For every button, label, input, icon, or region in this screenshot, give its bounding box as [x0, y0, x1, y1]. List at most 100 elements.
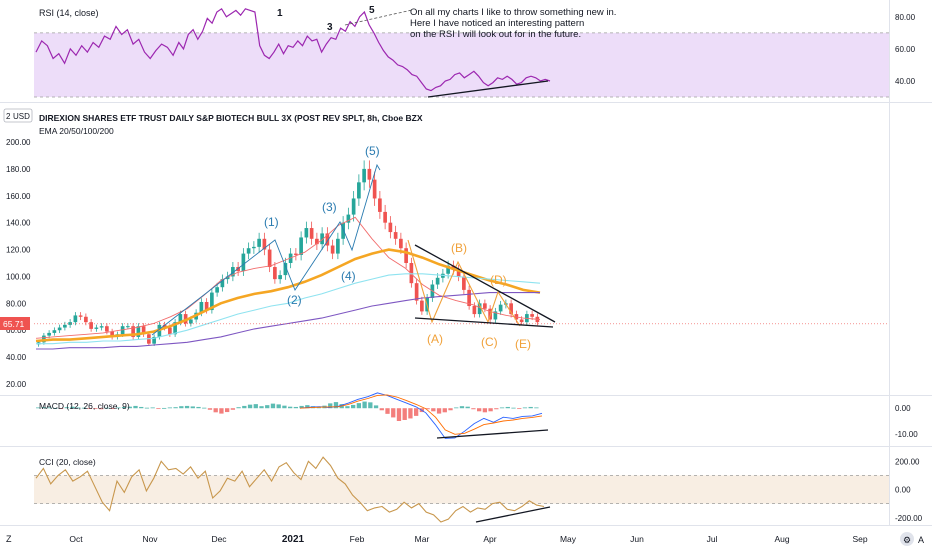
macd-histogram	[36, 401, 539, 421]
macd-histogram-bar	[139, 406, 144, 409]
wave-label-4: (4)	[341, 269, 356, 283]
macd-histogram-bar	[379, 408, 384, 411]
price-pane: 2 USD DIREXION SHARES ETF TRUST DAILY S&…	[0, 108, 889, 389]
macd-histogram-bar	[442, 408, 447, 413]
macd-histogram-bar	[465, 406, 470, 409]
candle-body	[367, 168, 372, 180]
candle-body	[42, 335, 46, 343]
candle-body	[99, 326, 104, 328]
macd-histogram-bar	[436, 408, 442, 414]
triangle-upper-trendline[interactable]	[414, 244, 556, 323]
candle-body	[236, 267, 240, 272]
macd-histogram-bar	[362, 401, 367, 409]
candlestick-series	[36, 160, 540, 347]
macd-histogram-bar	[402, 408, 407, 420]
candle-body	[351, 198, 356, 215]
candle-body	[399, 238, 403, 249]
macd-histogram-bar	[454, 407, 459, 409]
rsi-pane: RSI (14, close) 80.00 60.00 40.00 1 3 5 On…	[34, 5, 916, 98]
zoom-reset-button[interactable]	[4, 532, 16, 544]
macd-histogram-bar	[64, 407, 69, 409]
macd-histogram-bar	[116, 407, 121, 409]
time-axis-label: Aug	[774, 534, 789, 544]
candle-body	[168, 327, 172, 335]
macd-tick-label: -10.00	[895, 430, 918, 439]
cci-band	[34, 475, 889, 504]
currency-prefix: 2	[6, 112, 11, 121]
cci-tick-label: 0.00	[895, 486, 911, 495]
time-axis[interactable]: Oct Nov Dec 2021 Feb Mar Apr May Jun Jul Aug Sep	[69, 534, 867, 545]
macd-histogram-bar	[36, 407, 41, 409]
annotation-line-2: Here I have noticed an interesting patte…	[410, 18, 584, 29]
macd-histogram-bar	[99, 408, 104, 410]
candle-body	[278, 275, 282, 280]
macd-histogram-bar	[345, 406, 350, 409]
ema-line	[35, 248, 541, 343]
rsi-trendline[interactable]	[427, 80, 549, 98]
rsi-tick-label: 40.00	[895, 77, 916, 86]
price-tag-value: 65.71	[3, 319, 25, 329]
triangle-lower-trendline[interactable]	[414, 317, 554, 328]
candle-body	[52, 330, 57, 333]
rsi-pointer-line	[344, 9, 413, 26]
time-axis-label: Jul	[707, 534, 718, 544]
ema-line	[35, 216, 541, 339]
macd-histogram-bar	[494, 408, 499, 410]
macd-histogram-bar	[396, 408, 402, 421]
annotation-line-1: On all my charts I like to throw somethi…	[410, 7, 616, 18]
auto-scale-button[interactable]: A	[918, 535, 924, 545]
macd-histogram-bar	[162, 407, 167, 409]
candle-body	[357, 182, 361, 199]
wave-label-e: (E)	[515, 337, 531, 351]
macd-histogram-bar	[351, 404, 356, 409]
macd-histogram-bar	[70, 406, 75, 409]
candle-body	[57, 327, 62, 331]
candle-body	[94, 327, 99, 329]
candle-body	[241, 253, 246, 272]
candle-body	[267, 249, 272, 268]
macd-histogram-bar	[167, 407, 173, 409]
macd-histogram-bar	[53, 407, 58, 409]
macd-histogram-bar	[173, 407, 178, 409]
candle-body	[341, 222, 345, 239]
price-tick-label: 200.00	[6, 138, 31, 147]
cci-trendline[interactable]	[475, 506, 551, 523]
candle-body	[131, 326, 135, 337]
macd-histogram-bar	[127, 406, 132, 409]
macd-histogram-bar	[448, 408, 453, 411]
macd-histogram-bar	[81, 407, 87, 409]
candle-body	[283, 263, 288, 276]
candle-body	[362, 168, 366, 183]
macd-histogram-bar	[276, 404, 281, 409]
time-axis-label: Apr	[483, 534, 496, 544]
macd-histogram-bar	[225, 408, 230, 413]
macd-histogram-bar	[505, 406, 510, 409]
macd-histogram-bar	[482, 408, 488, 413]
settings-button[interactable]	[900, 532, 914, 546]
rsi-line	[35, 7, 551, 92]
price-tick-label: 40.00	[6, 353, 27, 362]
candle-body	[199, 301, 204, 313]
zoom-reset-label: Z	[6, 534, 12, 544]
macd-histogram-bar	[293, 406, 299, 409]
rsi-title: RSI (14, close)	[39, 8, 99, 18]
macd-histogram-bar	[328, 403, 333, 409]
macd-histogram-bar	[522, 407, 528, 409]
macd-trendline[interactable]	[436, 429, 549, 439]
time-axis-label: Mar	[415, 534, 430, 544]
cci-tick-label: -200.00	[895, 514, 923, 523]
rsi-tick-label: 60.00	[895, 45, 916, 54]
candle-body	[320, 233, 324, 245]
candle-body	[178, 314, 183, 323]
candle-body	[325, 233, 330, 246]
candle-body	[273, 267, 277, 280]
macd-histogram-bar	[431, 408, 436, 412]
time-axis-label: Sep	[852, 534, 867, 544]
time-axis-label: Dec	[211, 534, 227, 544]
currency-badge[interactable]	[3, 108, 33, 123]
macd-histogram-bar	[144, 407, 150, 409]
cci-line	[35, 456, 545, 523]
price-tick-label: 100.00	[6, 272, 31, 281]
